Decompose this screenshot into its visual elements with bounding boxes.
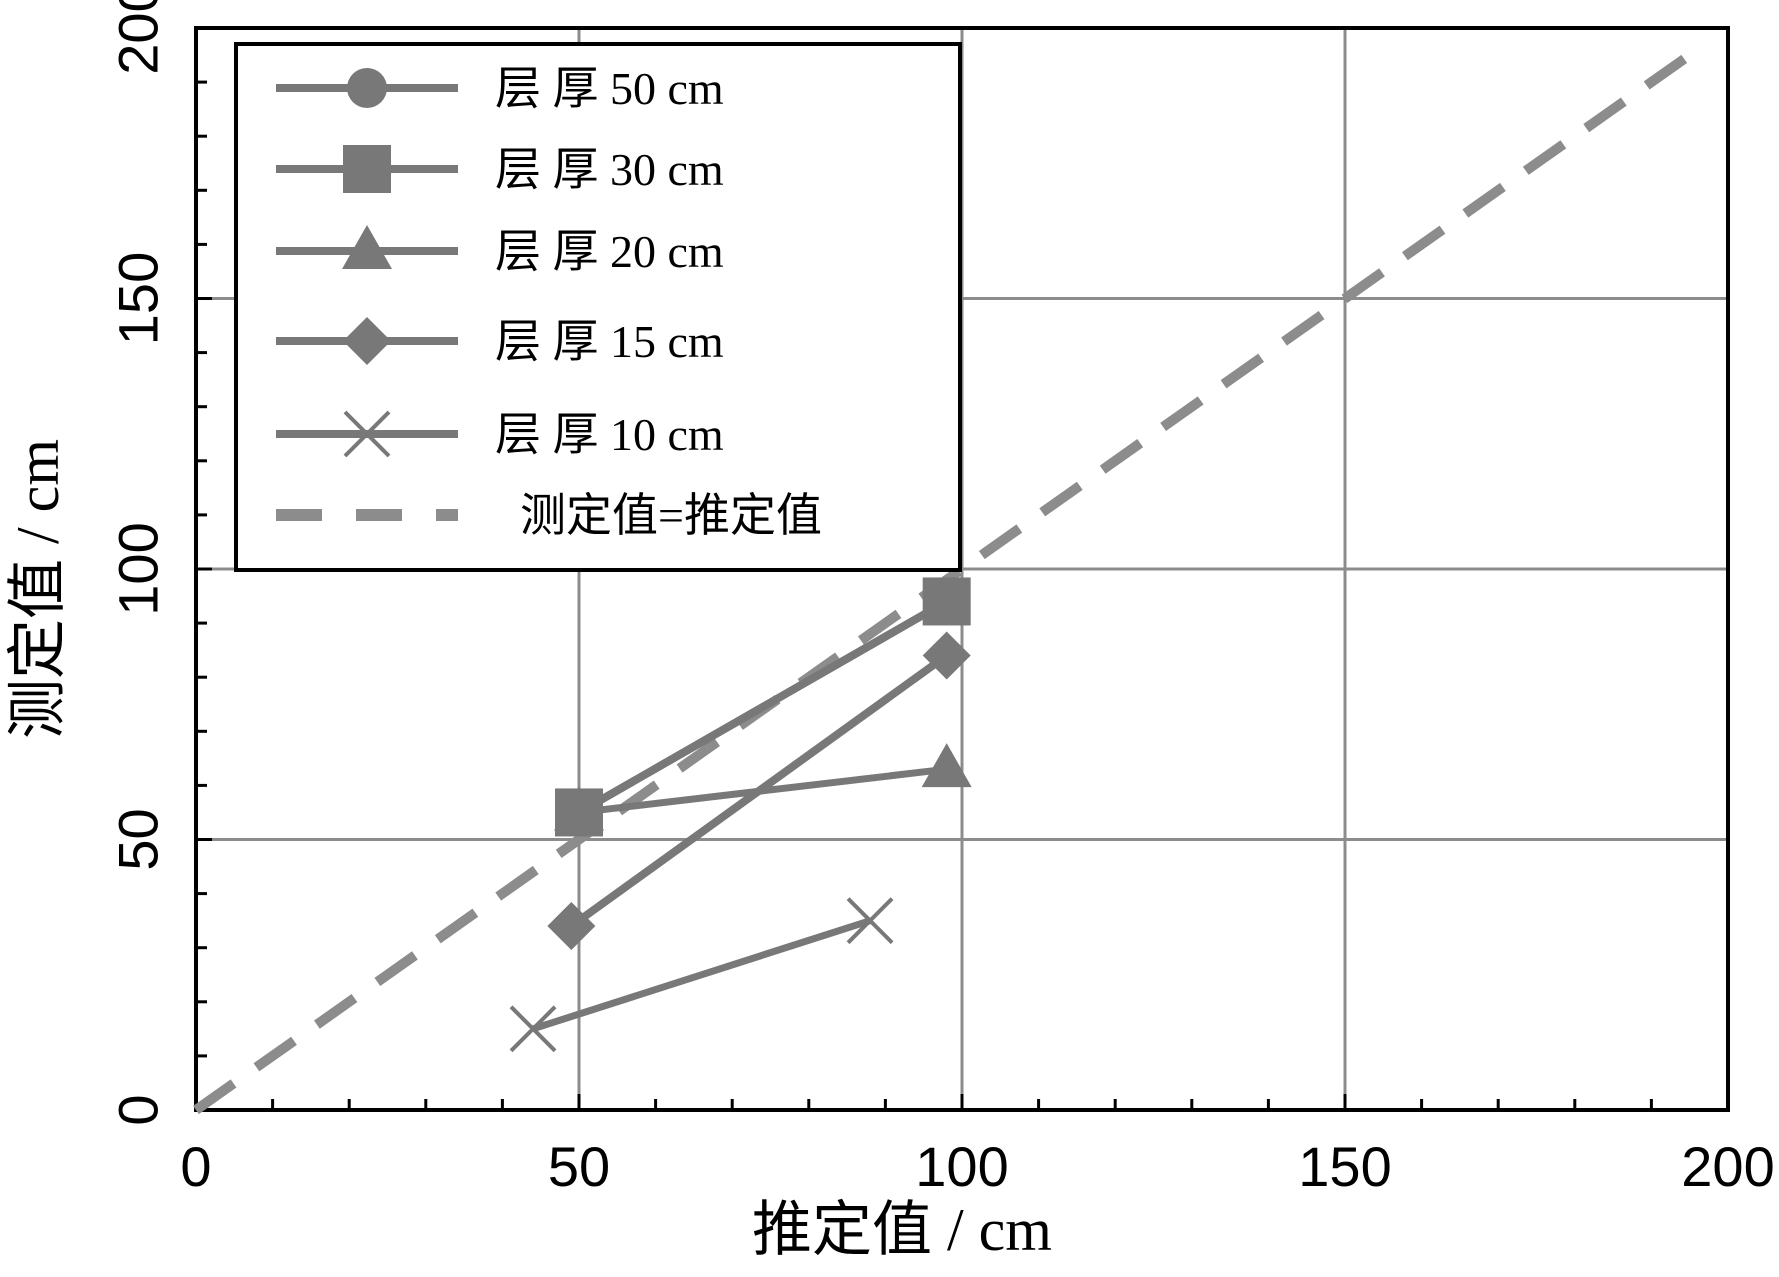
x-tick-label: 50: [548, 1135, 610, 1198]
data-point-2-0: [554, 786, 604, 831]
y-axis-title: 测定值 / cm: [5, 439, 71, 739]
x-tick-label: 200: [1681, 1135, 1774, 1198]
legend-label-3: 层 厚 15 cm: [495, 316, 724, 367]
legend: 层 厚 50 cm 层 厚 30 cm 层 厚 20 cm 层 厚 15 cm 层 厚 …: [234, 42, 962, 572]
data-point-4-0: [509, 1005, 557, 1053]
y-tick-label: 200: [107, 0, 170, 75]
legend-box: [234, 42, 962, 572]
data-point-3-1: [922, 631, 971, 680]
data-point-1-1: [922, 577, 971, 626]
legend-marker-4: [343, 410, 391, 458]
x-axis-title: 推定值 / cm: [752, 1197, 1052, 1263]
x-tick-label: 150: [1298, 1135, 1391, 1198]
y-tick-label: 0: [107, 1094, 170, 1125]
series-line-4: [531, 917, 872, 1033]
series-line-identity: [193, 40, 1708, 1115]
data-point-3-0: [547, 902, 596, 951]
legend-label-0: 层 厚 50 cm: [495, 63, 724, 114]
legend-marker-3: [343, 317, 391, 365]
series-layer: [193, 40, 1708, 1115]
legend-label-2: 层 厚 20 cm: [495, 226, 724, 277]
legend-marker-2: [342, 225, 392, 269]
axis-labels: 0 50 100 150 200 0 50 100 150 200 推定值 / cm 测定值 / cm: [5, 0, 1775, 1263]
x-tick-label: 0: [180, 1135, 211, 1198]
legend-marker-1: [343, 145, 391, 193]
series-line-1: [577, 597, 949, 816]
legend-label-5: 测定值=推定值: [520, 490, 822, 541]
y-tick-label: 150: [107, 252, 170, 345]
y-tick-label: 50: [107, 808, 170, 870]
legend-label-4: 层 厚 10 cm: [495, 409, 724, 460]
x-tick-label: 100: [915, 1135, 1008, 1198]
axis-ticks: [196, 80, 1653, 1110]
legend-marker-0: [347, 68, 387, 108]
series-line-3: [569, 652, 950, 930]
y-tick-label: 100: [107, 522, 170, 615]
data-point-4-1: [846, 897, 894, 945]
data-point-2-1: [921, 743, 972, 788]
legend-label-1: 层 厚 30 cm: [495, 144, 724, 195]
